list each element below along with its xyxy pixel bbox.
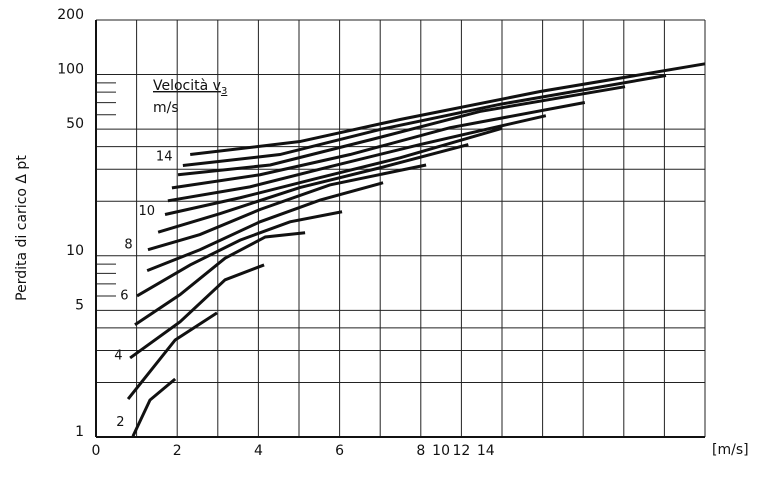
curve: [146, 181, 384, 273]
curve: [131, 377, 177, 437]
x-tick-label: 2: [173, 443, 182, 459]
curve: [171, 101, 586, 190]
y-tick-label: 1: [75, 424, 84, 440]
curve: [134, 231, 306, 327]
curve: [126, 311, 218, 400]
curve: [177, 85, 626, 177]
x-tick-label: 10: [432, 443, 450, 459]
curve: [190, 62, 706, 157]
curve-label: 6: [120, 288, 128, 303]
legend-unit: m/s: [153, 100, 179, 116]
curve-label: 10: [138, 204, 155, 219]
x-tick-label: 4: [254, 443, 263, 459]
x-tick-label: 8: [416, 443, 425, 459]
curve: [182, 74, 667, 167]
curve: [164, 126, 503, 216]
curve: [147, 163, 427, 252]
y-tick-label: 200: [57, 7, 84, 23]
x-tick-label: 6: [335, 443, 344, 459]
y-tick-label: 50: [66, 116, 84, 132]
curve: [136, 210, 343, 298]
y-tick-label: 5: [75, 297, 84, 313]
x-tick-label: 0: [92, 443, 101, 459]
curve-label: 8: [124, 237, 132, 252]
y-tick-label: 10: [66, 243, 84, 259]
y-tick-label: 100: [57, 62, 84, 78]
legend-subscript: 3: [221, 86, 227, 97]
curve: [157, 143, 469, 234]
legend-title-text: Velocità v: [153, 78, 221, 94]
curve-label: 4: [114, 348, 122, 363]
curve-label: 14: [156, 150, 173, 165]
curve: [167, 114, 547, 203]
legend-title: Velocità v3: [153, 78, 227, 97]
curve: [129, 263, 265, 360]
curve-label: 2: [116, 415, 124, 430]
x-unit: [m/s]: [712, 442, 749, 458]
x-tick-label: 12: [452, 443, 470, 459]
y-axis-label: Perdita di carico Δ pt: [14, 155, 30, 301]
x-tick-label: 14: [477, 443, 495, 459]
